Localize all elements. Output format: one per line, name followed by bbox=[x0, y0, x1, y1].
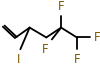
Text: F: F bbox=[58, 0, 64, 13]
Text: I: I bbox=[17, 53, 20, 66]
Text: F: F bbox=[74, 53, 80, 66]
Text: F: F bbox=[42, 43, 48, 56]
Text: F: F bbox=[94, 31, 100, 44]
